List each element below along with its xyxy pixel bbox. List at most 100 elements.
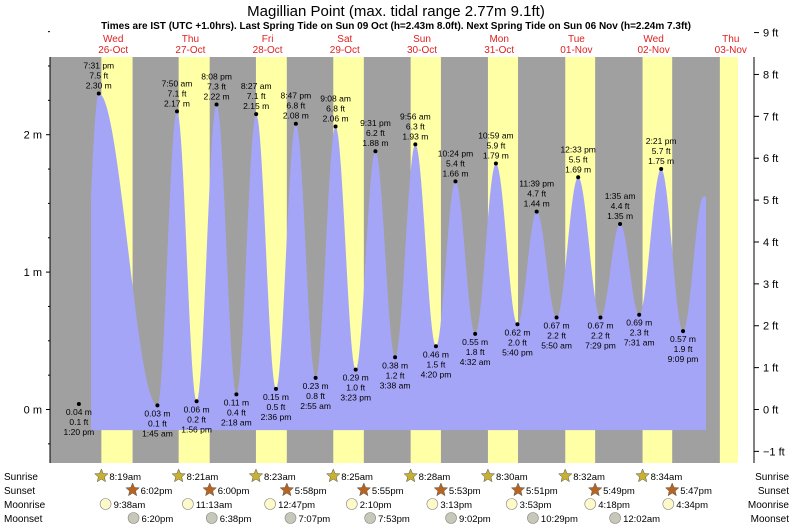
low-tide-label: 1.2 ft bbox=[386, 370, 406, 380]
low-tide-label: 2.0 ft bbox=[508, 337, 528, 347]
low-tide-label: 0.69 m bbox=[626, 318, 652, 328]
low-tide-label: 0.38 m bbox=[382, 360, 408, 370]
high-tide-dot bbox=[174, 109, 179, 114]
high-tide-label: 2.06 m bbox=[323, 113, 349, 123]
right-tick-label: 6 ft bbox=[763, 153, 778, 165]
high-tide-dot bbox=[493, 161, 498, 166]
low-tide-label: 0.04 m bbox=[66, 407, 92, 417]
moonset-moon-icon bbox=[364, 512, 376, 524]
sunset-star-icon bbox=[510, 482, 526, 497]
low-tide-dot bbox=[554, 315, 559, 320]
low-tide-dot bbox=[234, 392, 239, 397]
sunset-star-icon bbox=[433, 482, 449, 497]
moonrise-time: 3:13pm bbox=[440, 500, 472, 511]
high-tide-label: 7.1 ft bbox=[247, 91, 267, 101]
sunrise-star-icon bbox=[325, 468, 341, 483]
right-tick-label: 2 ft bbox=[763, 321, 778, 333]
sunset-time: 6:02pm bbox=[141, 486, 173, 497]
high-tide-label: 4.7 ft bbox=[527, 189, 547, 199]
moonset-time: 10:29pm bbox=[541, 514, 578, 525]
sunrise-time: 8:25am bbox=[341, 472, 373, 483]
axes: 0 m 1 m 2 m −1 ft 0 ft 1 ft 2 ft 3 ft 4 ft 5 ft 6 … bbox=[24, 28, 785, 463]
sunrise-time: 8:30am bbox=[496, 472, 528, 483]
low-tide-label: 1:20 pm bbox=[64, 427, 95, 437]
low-tide-label: 1:56 pm bbox=[181, 424, 212, 434]
moonset-moon-icon bbox=[284, 512, 297, 524]
low-tide-label: 1.5 ft bbox=[426, 359, 446, 369]
low-tide-label: 5:50 am bbox=[541, 340, 572, 350]
low-tide-label: 2:18 am bbox=[221, 417, 252, 427]
moonrise-moon-icon bbox=[264, 498, 276, 510]
high-tide-label: 7:50 am bbox=[162, 78, 193, 88]
sunrise-time: 8:21am bbox=[187, 472, 219, 483]
high-tide-label: 1.35 m bbox=[607, 211, 633, 221]
row-label-right: Sunset bbox=[758, 486, 789, 497]
moonrise-time: 11:13am bbox=[196, 500, 232, 511]
low-tide-label: 3:38 am bbox=[380, 380, 411, 390]
moonrise-moon-icon bbox=[345, 498, 358, 510]
sunrise-star-icon bbox=[557, 468, 573, 483]
moonrise-moon-icon bbox=[662, 498, 675, 510]
moonrise-time: 2:10pm bbox=[360, 500, 392, 511]
high-tide-dot bbox=[373, 149, 378, 154]
moonrise-time: 3:53pm bbox=[520, 500, 552, 511]
low-tide-label: 0.67 m bbox=[544, 320, 570, 330]
row-label-left: Sunset bbox=[4, 486, 35, 497]
sunrise-time: 8:34am bbox=[651, 472, 683, 483]
low-tide-label: 1:45 am bbox=[142, 428, 173, 438]
high-tide-label: 1.44 m bbox=[524, 199, 550, 209]
low-tide-label: 2.3 ft bbox=[630, 328, 650, 338]
row-label-left: Moonset bbox=[4, 514, 43, 525]
low-tide-dot bbox=[637, 312, 642, 317]
low-tide-label: 0.5 ft bbox=[267, 402, 287, 412]
sunset-time: 5:49pm bbox=[603, 486, 635, 497]
day-date-label: 27-Oct bbox=[175, 45, 205, 56]
day-name-label: Thu bbox=[182, 34, 199, 45]
high-tide-label: 1.66 m bbox=[442, 168, 468, 178]
high-tide-label: 6.8 ft bbox=[286, 101, 306, 111]
right-tick-label: 5 ft bbox=[763, 195, 778, 207]
high-tide-label: 8:47 pm bbox=[280, 91, 311, 101]
right-tick-label: 3 ft bbox=[763, 279, 778, 291]
daylight-band bbox=[719, 57, 738, 463]
right-tick-label: −1 ft bbox=[763, 446, 785, 458]
day-name-label: Fri bbox=[262, 34, 274, 45]
low-tide-dot bbox=[473, 331, 478, 336]
low-tide-label: 3:23 pm bbox=[340, 393, 371, 403]
low-tide-dot bbox=[194, 399, 199, 404]
low-tide-label: 5:40 pm bbox=[502, 347, 533, 357]
low-tide-dot bbox=[681, 329, 686, 334]
low-tide-label: 0.55 m bbox=[462, 337, 488, 347]
high-tide-label: 8:08 pm bbox=[201, 71, 232, 81]
row-label-left: Sunrise bbox=[4, 472, 38, 483]
low-tide-label: 9:09 pm bbox=[668, 354, 699, 364]
high-tide-dot bbox=[453, 179, 458, 184]
high-tide-label: 7.3 ft bbox=[207, 81, 227, 91]
high-tide-label: 1:35 am bbox=[605, 191, 636, 201]
moonset-time: 7:53pm bbox=[378, 514, 410, 525]
day-name-label: Wed bbox=[643, 34, 663, 45]
high-tide-label: 2.17 m bbox=[164, 98, 190, 108]
day-name-label: Thu bbox=[722, 34, 739, 45]
low-tide-label: 0.29 m bbox=[343, 373, 369, 383]
row-label-left: Moonrise bbox=[4, 500, 46, 511]
moonset-moon-icon bbox=[445, 512, 457, 524]
low-tide-label: 2.2 ft bbox=[591, 330, 611, 340]
low-tide-label: 2:36 pm bbox=[261, 412, 292, 422]
low-tide-label: 0.03 m bbox=[144, 408, 170, 418]
sunset-time: 6:00pm bbox=[218, 486, 250, 497]
sun-moon-rows: Sunrise Sunrise Sunset Sunset Moonrise Moonri… bbox=[4, 468, 789, 525]
day-date-label: 01-Nov bbox=[560, 45, 592, 56]
high-tide-dot bbox=[214, 102, 219, 107]
tide-labels: 0.04 m0.1 ft1:20 pm7:31 pm7.5 ft2.30 m0.… bbox=[64, 60, 699, 438]
low-tide-label: 4:20 pm bbox=[421, 369, 452, 379]
sunset-star-icon bbox=[587, 482, 603, 497]
day-name-label: Tue bbox=[568, 34, 585, 45]
left-tick-label: 0 m bbox=[24, 405, 42, 417]
sunrise-star-icon bbox=[403, 468, 418, 483]
high-tide-dot bbox=[576, 175, 581, 180]
low-tide-label: 7:29 pm bbox=[585, 340, 616, 350]
row-label-right: Sunrise bbox=[755, 472, 789, 483]
high-tide-label: 4.4 ft bbox=[611, 201, 631, 211]
